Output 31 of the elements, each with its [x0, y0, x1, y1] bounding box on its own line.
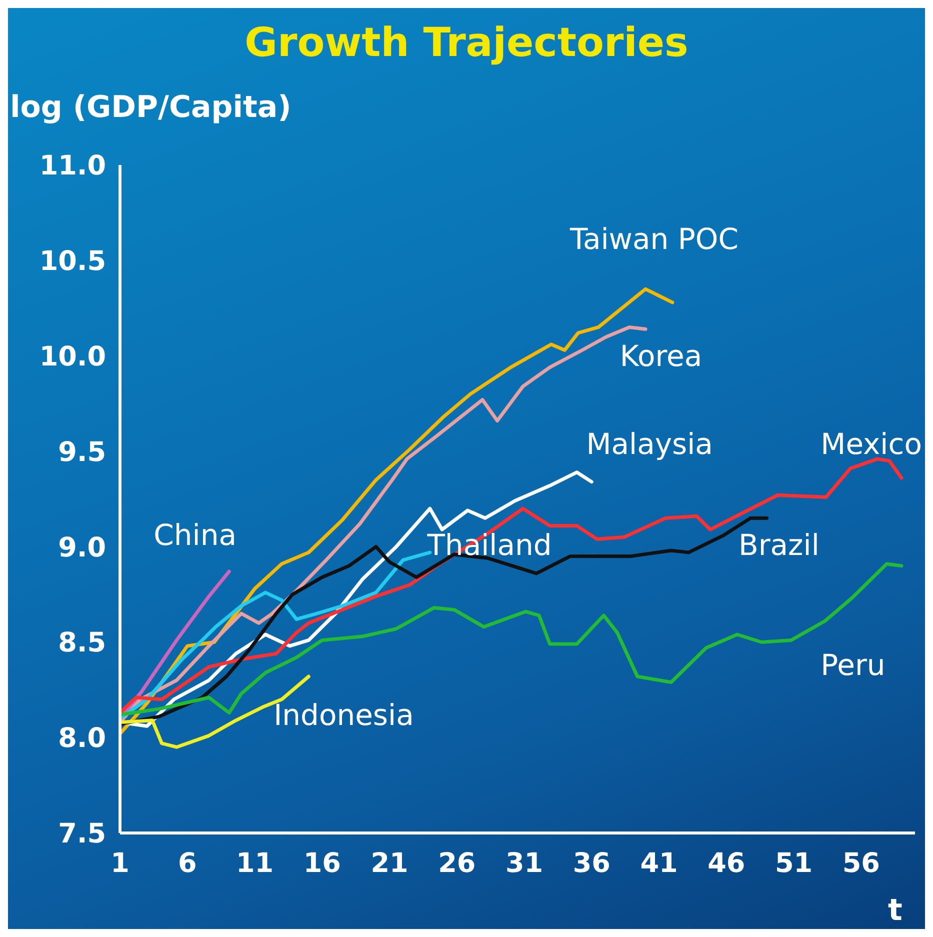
series-label: Indonesia	[274, 696, 414, 734]
y-tick-label: 9.5	[58, 436, 106, 468]
x-tick-label: 11	[236, 848, 274, 880]
x-axis-title: t	[888, 893, 902, 928]
y-tick-label: 11.0	[39, 150, 106, 182]
x-tick-label: 51	[774, 848, 813, 880]
x-tick-label: 1	[110, 848, 130, 880]
series-label: Taiwan POC	[570, 221, 738, 258]
y-tick-label: 10.5	[39, 246, 106, 278]
y-tick-label: 9.0	[58, 532, 106, 564]
series-label: Korea	[620, 338, 702, 375]
y-tick-label: 8.5	[58, 628, 106, 659]
x-tick-label: 26	[438, 848, 476, 880]
x-tick-label: 21	[370, 848, 408, 880]
series-label: China	[154, 517, 237, 554]
x-tick-label: 56	[842, 848, 880, 880]
x-tick-label: 41	[640, 848, 678, 880]
x-tick-label: 6	[178, 848, 197, 880]
series-label: Brazil	[738, 526, 820, 564]
x-tick-label: 46	[708, 848, 746, 880]
series-label: Peru	[820, 647, 886, 684]
x-tick-label: 36	[572, 848, 610, 880]
series-label: Mexico	[820, 426, 922, 463]
y-tick-label: 7.5	[58, 818, 106, 850]
y-tick-label: 10.0	[39, 341, 106, 372]
series-label: Malaysia	[586, 426, 713, 463]
y-tick-label: 8.0	[58, 723, 106, 754]
y-axis-title: log (GDP/Capita)	[10, 90, 292, 125]
x-tick-label: 16	[303, 848, 341, 880]
chart-title: Growth Trajectories	[244, 20, 690, 66]
x-tick-label: 31	[505, 848, 544, 880]
